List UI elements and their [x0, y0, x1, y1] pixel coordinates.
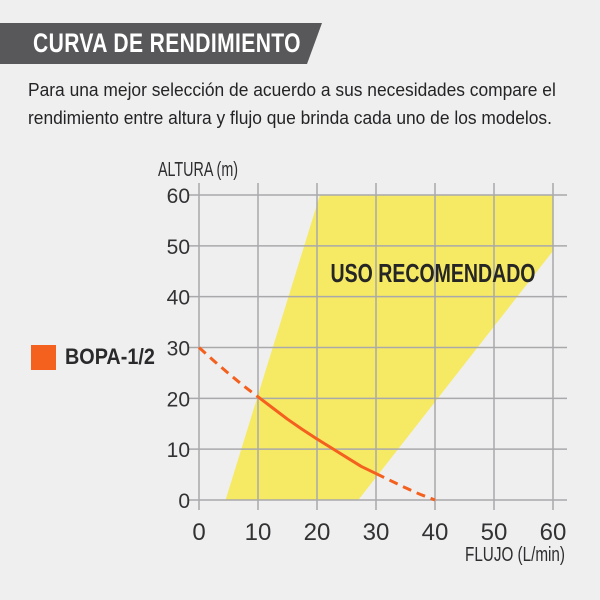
pump-curve-dashed-segment — [197, 346, 259, 399]
x-tick-label: 10 — [245, 519, 272, 546]
y-axis-title: ALTURA (m) — [158, 159, 238, 181]
x-tick-label: 40 — [422, 519, 449, 546]
y-tick-label: 30 — [167, 338, 190, 361]
y-tick-label: 10 — [167, 439, 190, 462]
x-tick-label: 20 — [304, 519, 331, 546]
y-tick-label: 50 — [167, 236, 190, 259]
y-tick-label: 20 — [167, 388, 190, 411]
legend-model-label: BOPA-1/2 — [65, 344, 155, 369]
x-axis-title: FLUJO (L/min) — [465, 544, 565, 566]
legend-color-swatch — [31, 344, 56, 370]
pump-curve-dashed-segment — [375, 472, 436, 502]
x-tick-label: 60 — [540, 519, 567, 546]
x-tick-label: 30 — [363, 519, 390, 546]
header-banner: CURVA DE RENDIMIENTO — [0, 23, 322, 64]
x-tick-label: 0 — [192, 519, 205, 546]
pump-curve-solid-segment — [257, 395, 377, 475]
y-tick-label: 0 — [178, 490, 190, 513]
y-tick-label: 60 — [167, 185, 190, 208]
legend: BOPA-1/2 — [31, 344, 165, 370]
y-tick-label: 40 — [167, 287, 190, 310]
intro-line-2: rendimiento entre altura y flujo que bri… — [28, 107, 552, 128]
intro-paragraph: Para una mejor selección de acuerdo a su… — [28, 76, 590, 132]
intro-line-1: Para una mejor selección de acuerdo a su… — [28, 79, 556, 100]
x-tick-label: 50 — [481, 519, 508, 546]
recommended-region-label: USO RECOMENDADO — [331, 258, 536, 288]
page-title: CURVA DE RENDIMIENTO — [33, 28, 301, 58]
